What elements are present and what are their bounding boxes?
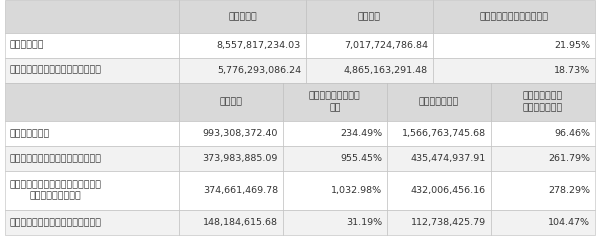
Bar xyxy=(179,171,283,210)
Text: 432,006,456.16: 432,006,456.16 xyxy=(411,186,486,195)
Text: 21.95%: 21.95% xyxy=(554,41,590,50)
Text: 营业收入（元）: 营业收入（元） xyxy=(10,129,50,138)
Bar xyxy=(179,33,306,58)
Bar xyxy=(5,146,179,171)
Bar xyxy=(491,210,595,235)
Bar xyxy=(283,171,387,210)
Bar xyxy=(433,33,595,58)
Text: 7,017,724,786.84: 7,017,724,786.84 xyxy=(344,41,428,50)
Text: 234.49%: 234.49% xyxy=(340,129,382,138)
Bar xyxy=(433,0,595,33)
Bar xyxy=(491,83,595,121)
Bar xyxy=(5,33,179,58)
Text: 104.47%: 104.47% xyxy=(548,218,590,227)
Bar xyxy=(5,58,179,83)
Text: 278.29%: 278.29% xyxy=(548,186,590,195)
Bar xyxy=(179,58,306,83)
Bar xyxy=(179,83,283,121)
Bar xyxy=(306,33,433,58)
Text: 261.79%: 261.79% xyxy=(548,154,590,163)
Text: 经营活动产生的现金流量净额（元）: 经营活动产生的现金流量净额（元） xyxy=(10,218,101,227)
Bar xyxy=(179,0,306,33)
Bar xyxy=(179,121,283,146)
Text: 18.73%: 18.73% xyxy=(554,66,590,75)
Bar xyxy=(179,210,283,235)
Text: 归属于上市公司股东的扣除非经常性
损益的净利润（元）: 归属于上市公司股东的扣除非经常性 损益的净利润（元） xyxy=(10,181,101,201)
Bar xyxy=(5,83,179,121)
Text: 148,184,615.68: 148,184,615.68 xyxy=(203,218,278,227)
Text: 上年度末: 上年度末 xyxy=(358,12,381,21)
Text: 归属于上市公司股东的净资产（元）: 归属于上市公司股东的净资产（元） xyxy=(10,66,101,75)
Text: 5,776,293,086.24: 5,776,293,086.24 xyxy=(217,66,301,75)
Bar xyxy=(387,121,491,146)
Text: 1,566,763,745.68: 1,566,763,745.68 xyxy=(402,129,486,138)
Bar xyxy=(5,171,179,210)
Bar xyxy=(491,121,595,146)
Bar xyxy=(283,83,387,121)
Bar xyxy=(491,146,595,171)
Text: 本报告期末比上年度末增减: 本报告期末比上年度末增减 xyxy=(479,12,548,21)
Text: 96.46%: 96.46% xyxy=(554,129,590,138)
Text: 年初至报告期末
比上年同期增减: 年初至报告期末 比上年同期增减 xyxy=(523,92,563,112)
Text: 总资产（元）: 总资产（元） xyxy=(10,41,44,50)
Text: 955.45%: 955.45% xyxy=(340,154,382,163)
Text: 8,557,817,234.03: 8,557,817,234.03 xyxy=(217,41,301,50)
Bar xyxy=(5,210,179,235)
Text: 4,865,163,291.48: 4,865,163,291.48 xyxy=(344,66,428,75)
Bar xyxy=(5,121,179,146)
Bar xyxy=(5,0,179,33)
Bar xyxy=(283,121,387,146)
Bar xyxy=(387,210,491,235)
Text: 本报告期末: 本报告期末 xyxy=(228,12,257,21)
Text: 1,032.98%: 1,032.98% xyxy=(331,186,382,195)
Bar xyxy=(306,0,433,33)
Bar xyxy=(283,146,387,171)
Text: 31.19%: 31.19% xyxy=(346,218,382,227)
Bar xyxy=(283,210,387,235)
Text: 年初至报告期末: 年初至报告期末 xyxy=(419,97,459,106)
Text: 本报告期: 本报告期 xyxy=(220,97,242,106)
Bar xyxy=(179,146,283,171)
Text: 归属于上市公司股东的净利润（元）: 归属于上市公司股东的净利润（元） xyxy=(10,154,101,163)
Text: 993,308,372.40: 993,308,372.40 xyxy=(203,129,278,138)
Text: 112,738,425.79: 112,738,425.79 xyxy=(411,218,486,227)
Bar xyxy=(387,83,491,121)
Bar xyxy=(387,146,491,171)
Bar xyxy=(306,58,433,83)
Text: 435,474,937.91: 435,474,937.91 xyxy=(410,154,486,163)
Text: 本报告期比上年同期
增减: 本报告期比上年同期 增减 xyxy=(309,92,361,112)
Bar xyxy=(491,171,595,210)
Text: 373,983,885.09: 373,983,885.09 xyxy=(203,154,278,163)
Bar xyxy=(433,58,595,83)
Text: 374,661,469.78: 374,661,469.78 xyxy=(203,186,278,195)
Bar xyxy=(387,171,491,210)
